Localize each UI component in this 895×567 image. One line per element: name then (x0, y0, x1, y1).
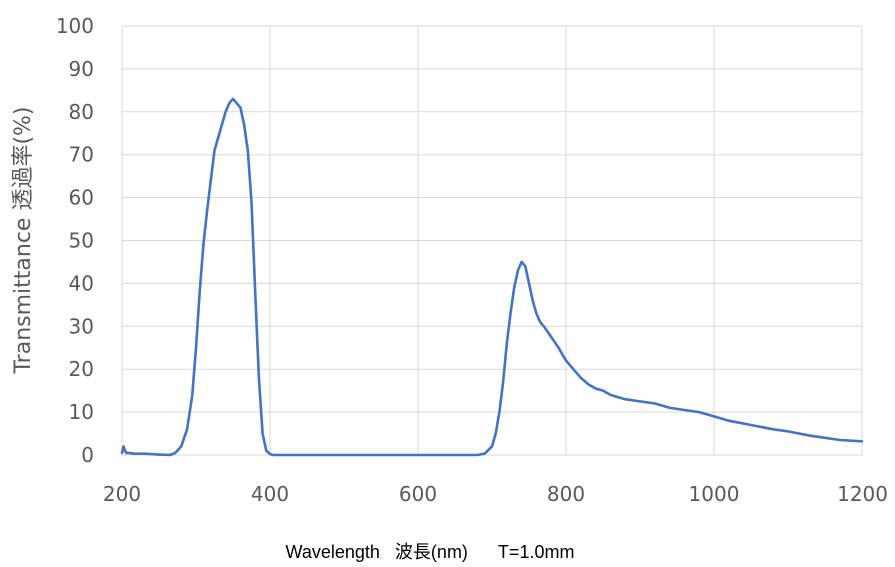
x-tick-label: 400 (251, 482, 289, 506)
x-tick-label: 200 (103, 482, 141, 506)
y-tick-label: 90 (69, 57, 94, 81)
y-tick-label: 60 (69, 186, 94, 210)
series-layer (120, 97, 864, 457)
y-tick-label: 40 (69, 271, 94, 295)
y-tick-label: 30 (69, 314, 94, 338)
y-axis-title: Transmittance 透過率(%) (11, 106, 36, 374)
y-tick-label: 70 (69, 143, 94, 167)
x-tick-label: 1000 (689, 482, 740, 506)
x-tick-label: 800 (547, 482, 585, 506)
y-tick-label: 0 (81, 443, 94, 467)
y-tick-label: 50 (69, 229, 94, 253)
y-tick-label: 80 (69, 100, 94, 124)
tick-labels: 0 10 20 30 40 50 60 70 80 90 100 200 400 600 800 1000 12… (56, 14, 888, 506)
y-tick-label: 100 (56, 14, 94, 38)
x-tick-label: 1200 (837, 482, 888, 506)
y-tick-label: 20 (69, 357, 94, 381)
y-tick-label: 10 (69, 400, 94, 424)
x-tick-label: 600 (399, 482, 437, 506)
x-axis-caption: Wavelength 波長(nm) T=1.0mm (286, 542, 575, 562)
grid (121, 25, 863, 456)
series-line-0 (120, 97, 864, 457)
